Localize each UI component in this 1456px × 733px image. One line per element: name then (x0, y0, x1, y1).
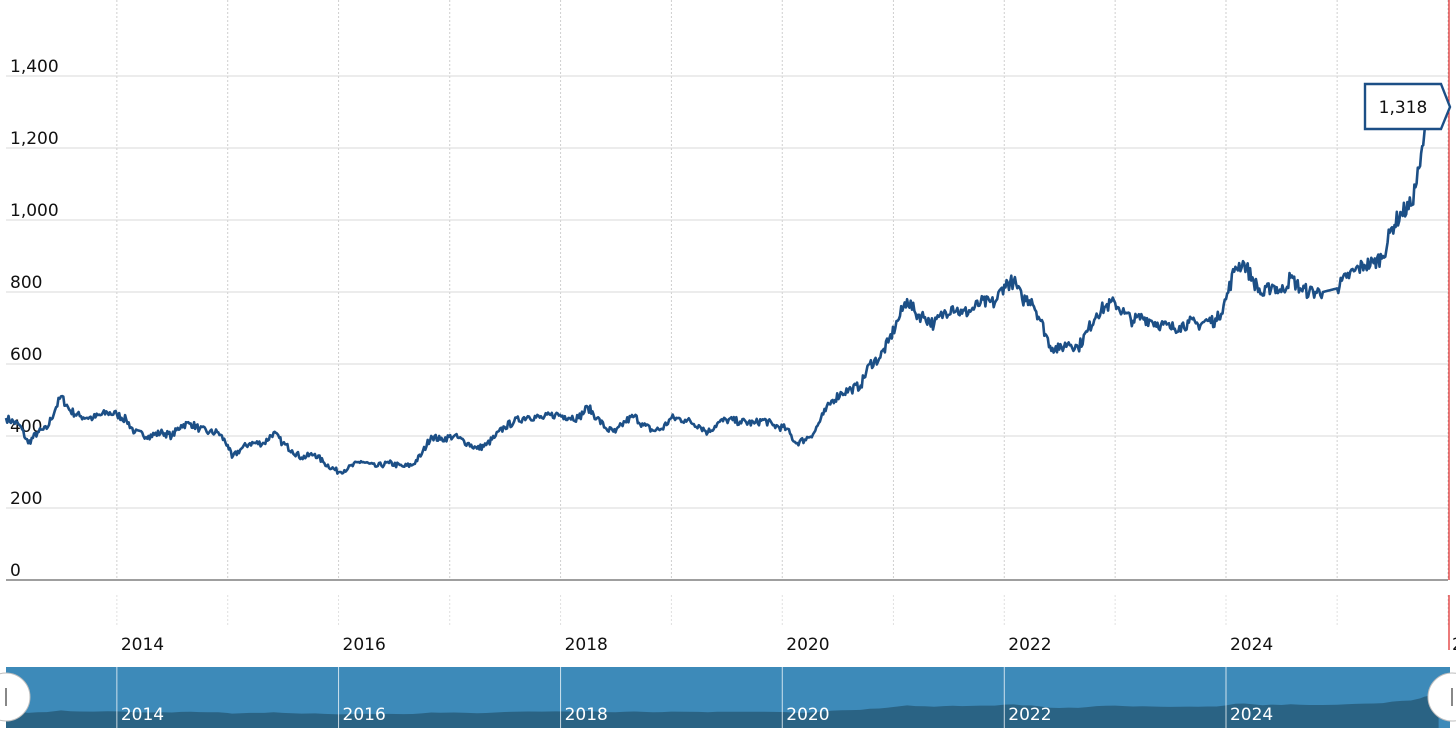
x-axis-labels: 2014 2016 2018 2020 2022 2024 2 (121, 635, 1456, 655)
value-tooltip: 1,318 (1363, 82, 1452, 131)
y-tick-label: 0 (10, 561, 21, 581)
navigator-series-area (6, 695, 1439, 728)
x-tick-label: 2016 (343, 635, 386, 655)
x-tick-label: 2014 (121, 635, 164, 655)
navigator-dividers (116, 667, 1227, 728)
navigator-label: 2016 (343, 705, 386, 725)
horizontal-gridlines (6, 75, 1448, 509)
x-tick-label: 2022 (1008, 635, 1051, 655)
navigator-label: 2014 (121, 705, 164, 725)
x-tick-label: 2024 (1230, 635, 1273, 655)
y-tick-label: 800 (10, 273, 42, 293)
x-tick-label: 2 (1452, 635, 1456, 655)
x-tick-label: 2018 (565, 635, 608, 655)
navigator-labels: 2014 2016 2018 2020 2022 2024 (121, 705, 1273, 725)
navigator-label: 2020 (786, 705, 829, 725)
navigator-right-handle[interactable] (1427, 672, 1456, 722)
y-tick-label: 1,200 (10, 129, 59, 149)
y-tick-label: 1,400 (10, 57, 59, 77)
y-tick-label: 600 (10, 345, 42, 365)
y-tick-label: 1,000 (10, 201, 59, 221)
price-series-line (4, 101, 1440, 475)
range-navigator[interactable]: 2014 2016 2018 2020 2022 2024 (0, 667, 1456, 728)
navigator-label: 2022 (1008, 705, 1051, 725)
navigator-label: 2024 (1230, 705, 1273, 725)
navigator-left-handle[interactable] (0, 672, 31, 722)
tooltip-value: 1,318 (1379, 98, 1428, 118)
tooltip-box (1363, 82, 1452, 131)
navigator-label: 2018 (565, 705, 608, 725)
y-tick-label: 200 (10, 489, 42, 509)
x-tick-label: 2020 (786, 635, 829, 655)
vertical-gridlines (116, 0, 1449, 625)
